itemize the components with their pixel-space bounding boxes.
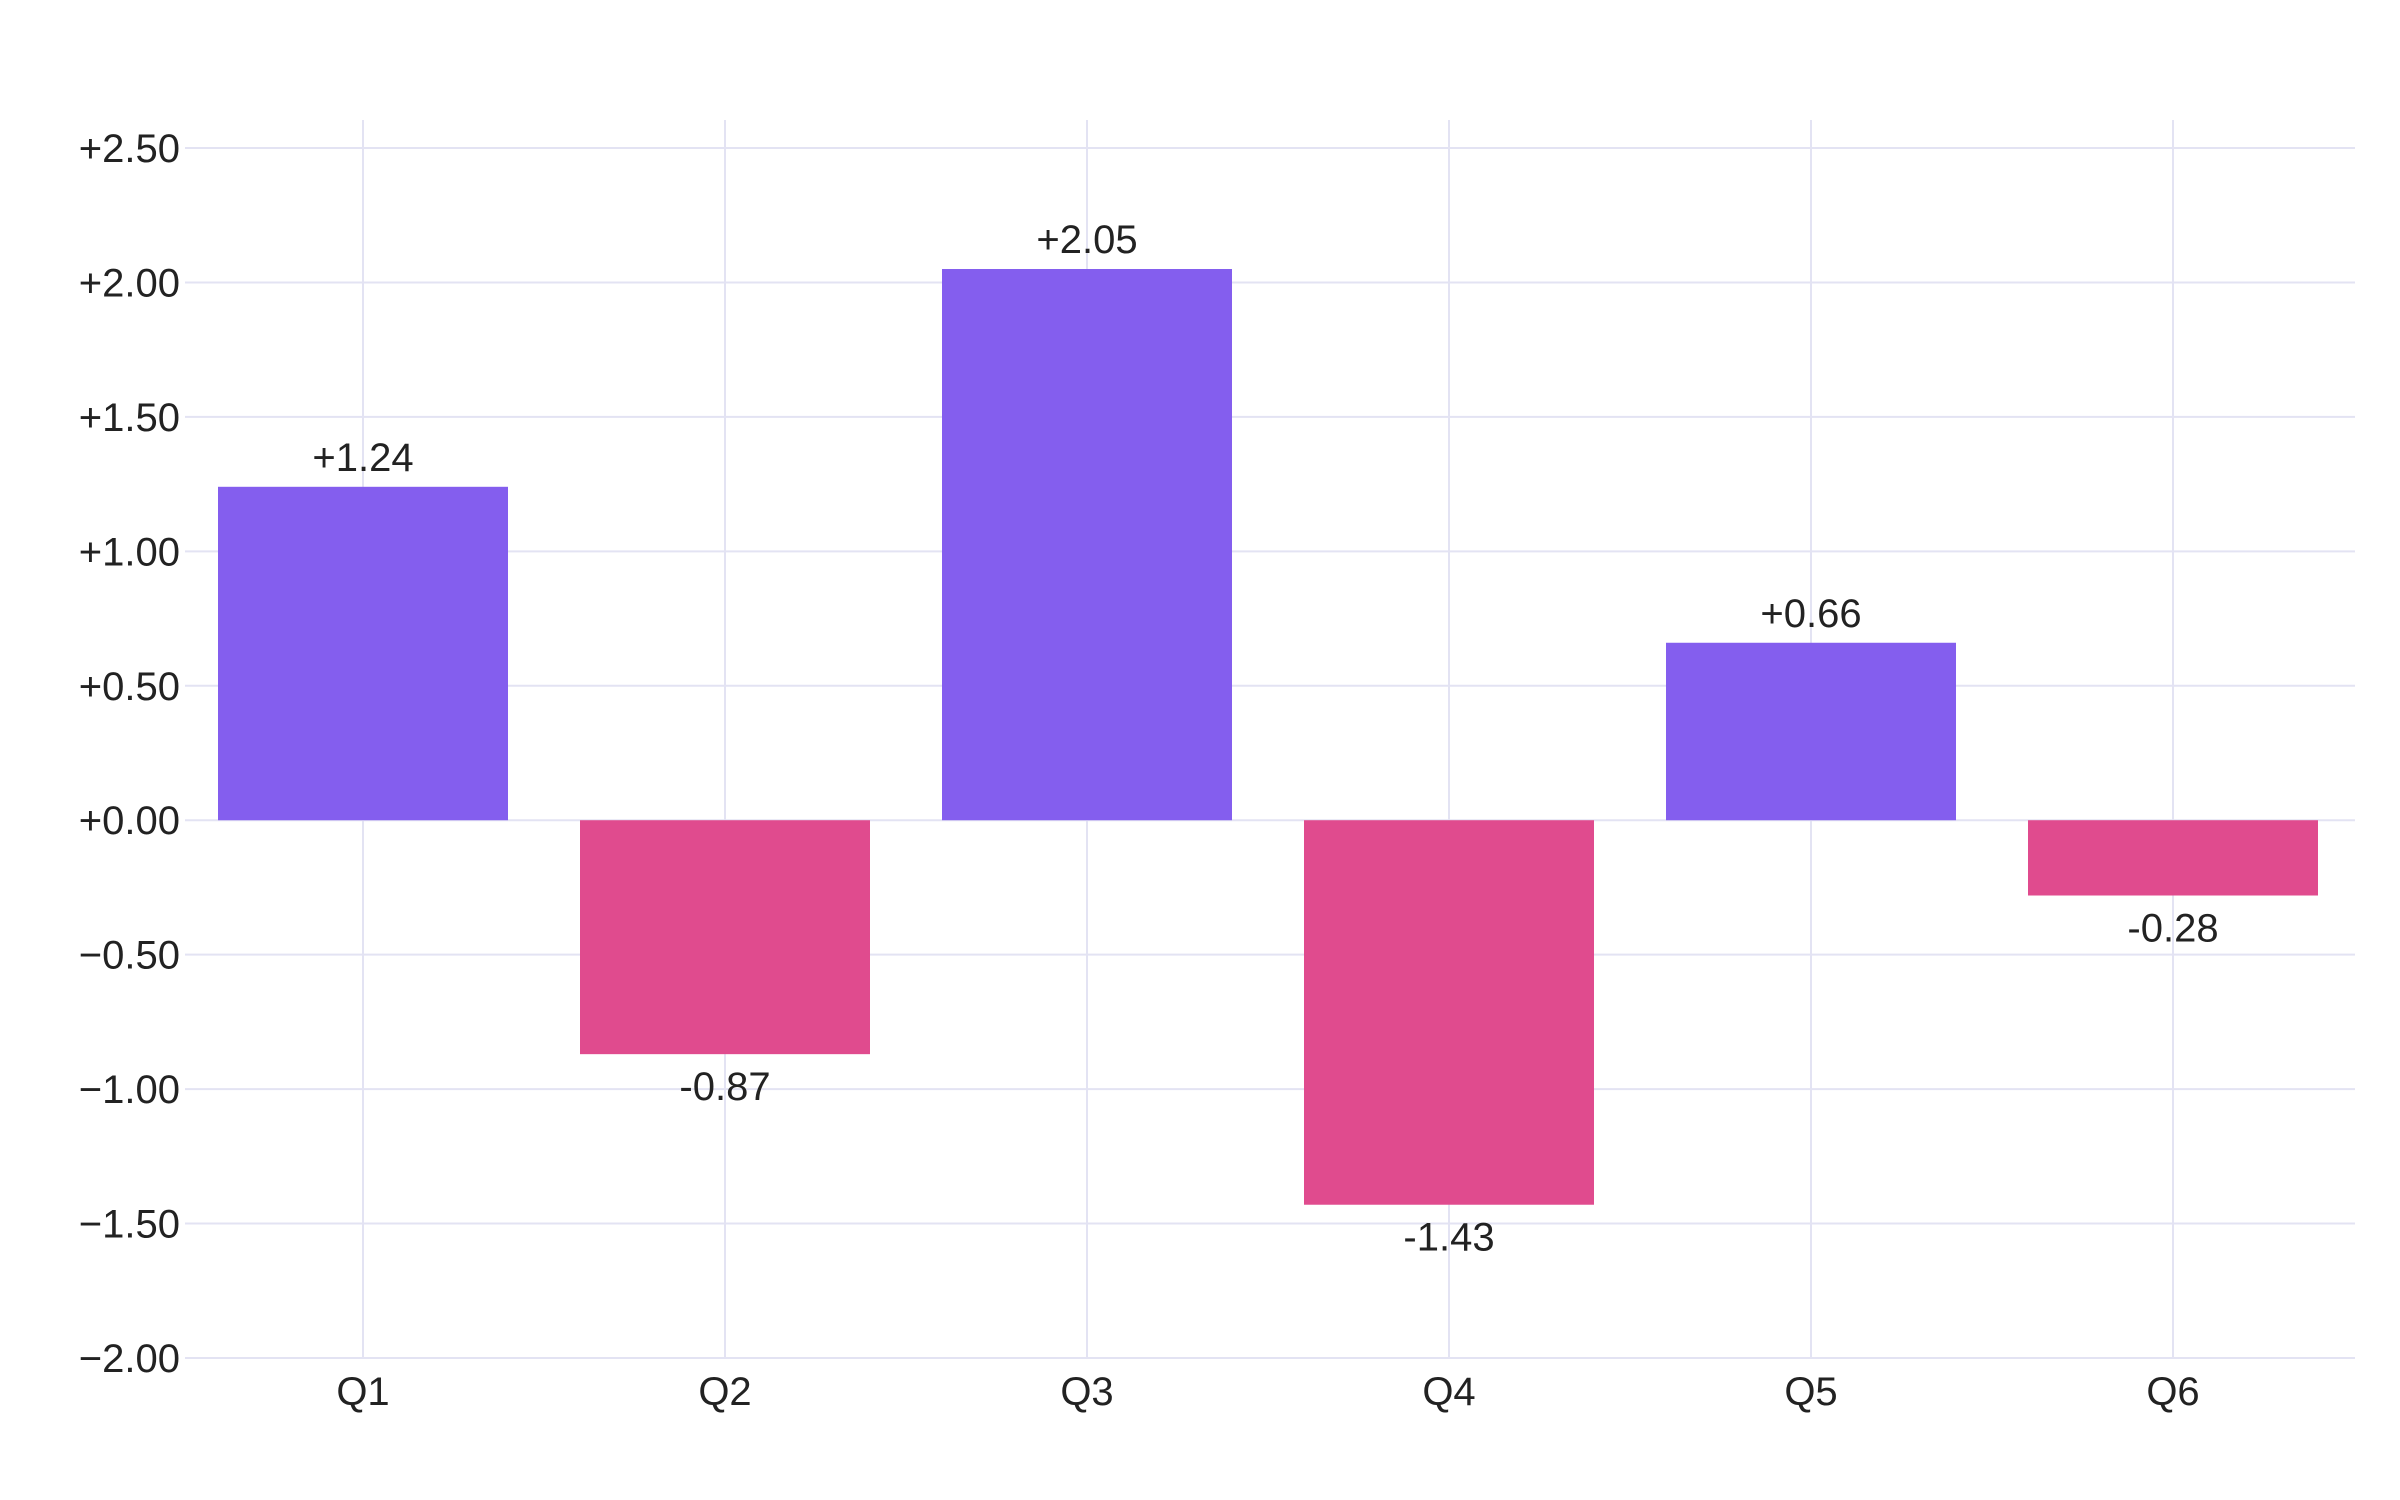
data-label: +1.24 [312,436,413,480]
axis-labels: −2.00 −1.50 −1.00 −0.50 +0.00 +0.50 +1.00 +1.50… [79,127,2200,1414]
data-label: -0.87 [679,1065,770,1109]
grid-lines [185,120,2355,1359]
x-tick-label: Q1 [336,1370,389,1414]
y-tick-label: −1.50 [79,1203,180,1247]
bar-q4 [1304,820,1594,1205]
data-label: +2.05 [1036,218,1137,262]
y-tick-label: +1.00 [79,530,180,574]
x-tick-label: Q5 [1784,1370,1837,1414]
x-tick-label: Q6 [2146,1370,2199,1414]
data-label: +0.66 [1760,592,1861,636]
y-tick-label: +2.50 [79,127,180,171]
y-tick-label: −2.00 [79,1337,180,1381]
bars [218,269,2318,1205]
data-label: -1.43 [1403,1216,1494,1260]
x-tick-label: Q2 [698,1370,751,1414]
bar-q6 [2028,820,2318,896]
data-labels: +1.24 -0.87 +2.05 -1.43 +0.66 -0.28 [312,218,2218,1260]
y-tick-label: +2.00 [79,261,180,305]
x-tick-label: Q3 [1060,1370,1113,1414]
y-tick-label: +0.00 [79,799,180,843]
bar-q2 [580,820,870,1055]
bar-q5 [1666,642,1956,821]
bar-q3 [942,269,1232,821]
y-tick-label: +1.50 [79,396,180,440]
x-tick-label: Q4 [1422,1370,1475,1414]
data-label: -0.28 [2127,907,2218,951]
bar-q1 [218,486,508,821]
y-tick-label: −1.00 [79,1068,180,1112]
y-tick-label: −0.50 [79,934,180,978]
y-tick-label: +0.50 [79,665,180,709]
